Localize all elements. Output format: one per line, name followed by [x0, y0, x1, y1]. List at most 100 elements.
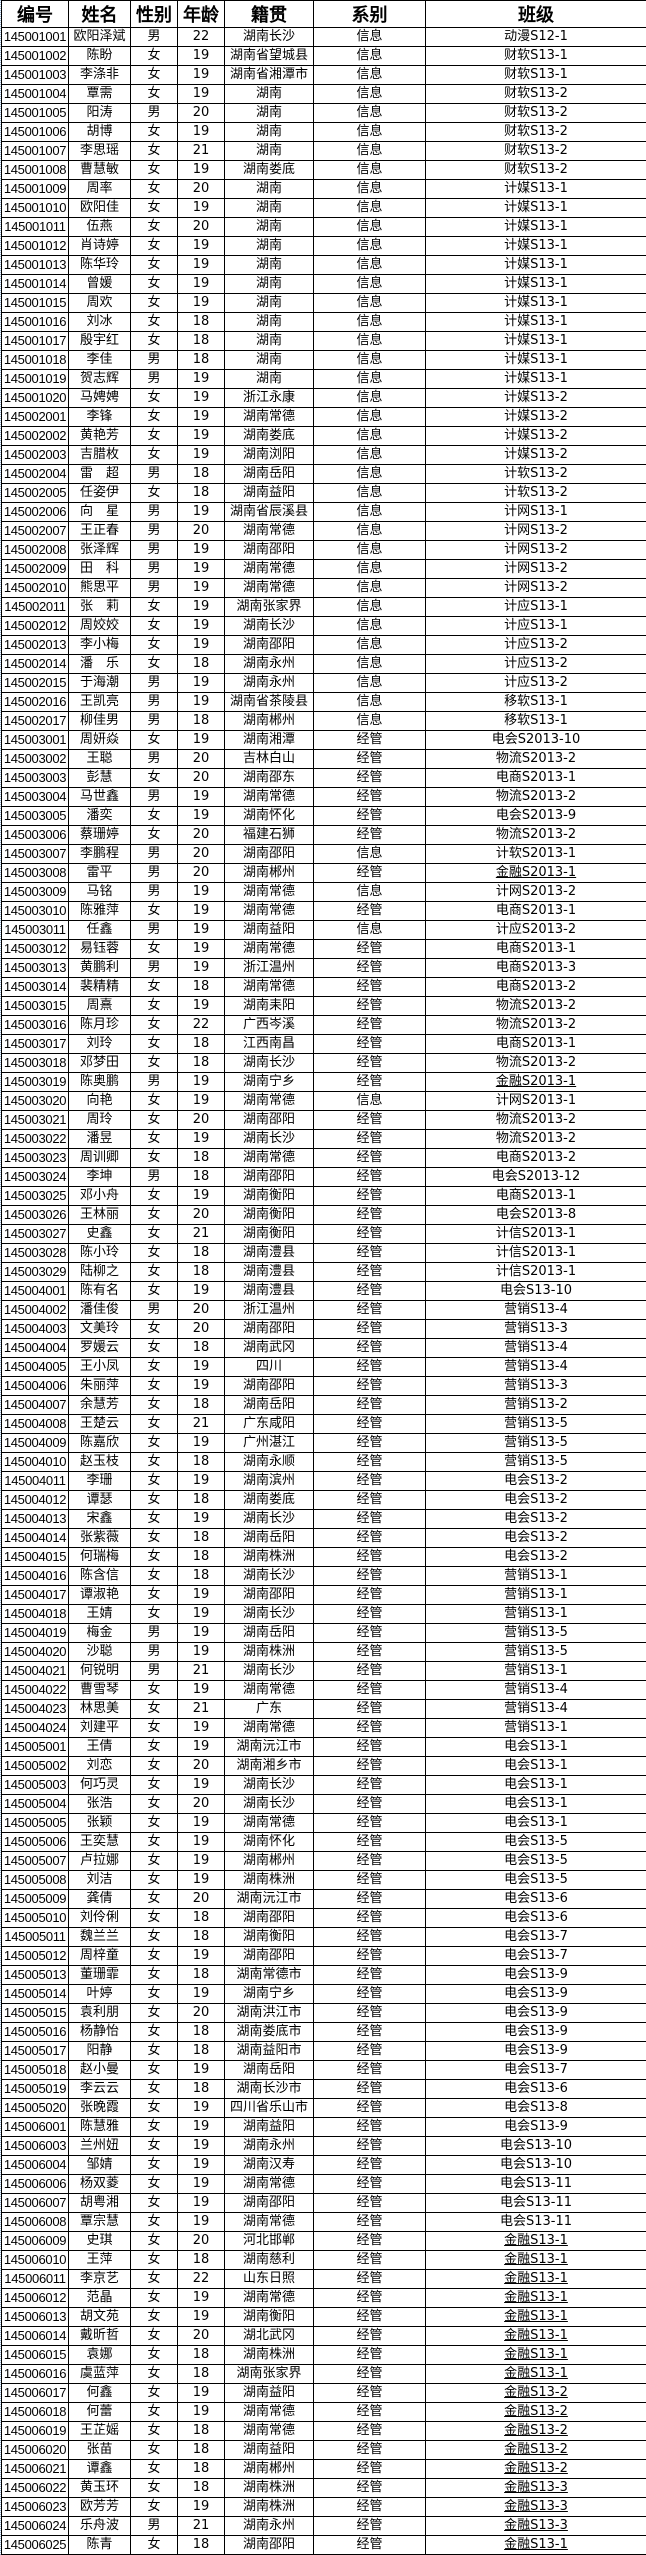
cell-name[interactable]: 熊思平: [68, 578, 131, 598]
cell-age[interactable]: 19: [177, 502, 225, 522]
cell-name[interactable]: 欧阳泽斌: [68, 27, 131, 47]
cell-id[interactable]: 145002003: [1, 445, 69, 465]
cell-id[interactable]: 145005004: [1, 1794, 69, 1814]
cell-origin[interactable]: 湖南益阳: [224, 2440, 314, 2460]
cell-sex[interactable]: 女: [130, 2326, 178, 2346]
cell-origin[interactable]: 广东: [224, 1699, 314, 1719]
cell-name[interactable]: 李涤非: [68, 65, 131, 85]
cell-origin[interactable]: 湖南邵东: [224, 768, 314, 788]
cell-name[interactable]: 李思瑶: [68, 141, 131, 161]
cell-sex[interactable]: 男: [130, 369, 178, 389]
cell-origin[interactable]: 湖南株洲: [224, 1547, 314, 1567]
cell-origin[interactable]: 湖南邵阳: [224, 844, 314, 864]
cell-age[interactable]: 18: [177, 1547, 225, 1567]
cell-name[interactable]: 周姣姣: [68, 616, 131, 636]
cell-department[interactable]: 经管: [313, 2003, 426, 2023]
cell-id[interactable]: 145003008: [1, 863, 69, 883]
cell-id[interactable]: 145002016: [1, 692, 69, 712]
cell-department[interactable]: 经管: [313, 1015, 426, 1035]
cell-id[interactable]: 145001009: [1, 179, 69, 199]
cell-sex[interactable]: 男: [130, 787, 178, 807]
cell-name[interactable]: 陈嘉欣: [68, 1433, 131, 1453]
header-name[interactable]: 姓名: [68, 0, 131, 28]
cell-age[interactable]: 19: [177, 1984, 225, 2004]
cell-name[interactable]: 史琪: [68, 2231, 131, 2251]
cell-id[interactable]: 145006020: [1, 2440, 69, 2460]
cell-sex[interactable]: 男: [130, 882, 178, 902]
cell-id[interactable]: 145001016: [1, 312, 69, 332]
cell-class[interactable]: 营销S13-5: [425, 1642, 646, 1662]
cell-sex[interactable]: 女: [130, 65, 178, 85]
cell-age[interactable]: 19: [177, 730, 225, 750]
cell-name[interactable]: 陈月珍: [68, 1015, 131, 1035]
cell-name[interactable]: 何锐明: [68, 1661, 131, 1681]
cell-sex[interactable]: 女: [130, 2269, 178, 2289]
cell-origin[interactable]: 湖南浏阳: [224, 445, 314, 465]
cell-name[interactable]: 张浩: [68, 1794, 131, 1814]
cell-origin[interactable]: 湖南常德市: [224, 1965, 314, 1985]
cell-age[interactable]: 19: [177, 958, 225, 978]
cell-name[interactable]: 殷宇红: [68, 331, 131, 351]
cell-sex[interactable]: 女: [130, 2459, 178, 2479]
cell-age[interactable]: 20: [177, 1889, 225, 1909]
cell-origin[interactable]: 湖南常德: [224, 1680, 314, 1700]
cell-department[interactable]: 经管: [313, 1870, 426, 1890]
cell-sex[interactable]: 女: [130, 236, 178, 256]
cell-origin[interactable]: 湖南衡阳: [224, 2307, 314, 2327]
cell-class[interactable]: 营销S13-1: [425, 1585, 646, 1605]
cell-name[interactable]: 文美玲: [68, 1319, 131, 1339]
cell-class[interactable]: 计网S13-2: [425, 521, 646, 541]
cell-age[interactable]: 22: [177, 27, 225, 47]
cell-sex[interactable]: 女: [130, 274, 178, 294]
cell-id[interactable]: 145004019: [1, 1623, 69, 1643]
cell-sex[interactable]: 女: [130, 2478, 178, 2498]
cell-age[interactable]: 18: [177, 2364, 225, 2384]
cell-sex[interactable]: 女: [130, 179, 178, 199]
cell-class[interactable]: 营销S13-4: [425, 1300, 646, 1320]
cell-sex[interactable]: 男: [130, 673, 178, 693]
cell-age[interactable]: 19: [177, 2288, 225, 2308]
cell-sex[interactable]: 女: [130, 635, 178, 655]
cell-age[interactable]: 18: [177, 1167, 225, 1187]
cell-sex[interactable]: 女: [130, 198, 178, 218]
cell-sex[interactable]: 男: [130, 863, 178, 883]
cell-class[interactable]: 金融S13-2: [425, 2440, 646, 2460]
cell-department[interactable]: 信息: [313, 141, 426, 161]
cell-department[interactable]: 信息: [313, 502, 426, 522]
cell-age[interactable]: 19: [177, 2117, 225, 2137]
cell-origin[interactable]: 湖南: [224, 274, 314, 294]
cell-sex[interactable]: 男: [130, 749, 178, 769]
cell-id[interactable]: 145004022: [1, 1680, 69, 1700]
cell-name[interactable]: 刘恋: [68, 1756, 131, 1776]
cell-name[interactable]: 赵玉枝: [68, 1452, 131, 1472]
cell-sex[interactable]: 女: [130, 2022, 178, 2042]
cell-sex[interactable]: 女: [130, 2440, 178, 2460]
cell-department[interactable]: 信息: [313, 673, 426, 693]
cell-class[interactable]: 电会S13-10: [425, 2155, 646, 2175]
cell-class[interactable]: 电商S2013-2: [425, 977, 646, 997]
cell-age[interactable]: 18: [177, 2478, 225, 2498]
cell-name[interactable]: 阳涛: [68, 103, 131, 123]
cell-sex[interactable]: 女: [130, 1509, 178, 1529]
cell-origin[interactable]: 湖南郴州: [224, 711, 314, 731]
cell-id[interactable]: 145003012: [1, 939, 69, 959]
cell-id[interactable]: 145005019: [1, 2079, 69, 2099]
cell-age[interactable]: 19: [177, 806, 225, 826]
cell-class[interactable]: 营销S13-1: [425, 1661, 646, 1681]
cell-age[interactable]: 19: [177, 160, 225, 180]
cell-class[interactable]: 计信S2013-1: [425, 1262, 646, 1282]
cell-sex[interactable]: 女: [130, 1376, 178, 1396]
cell-name[interactable]: 陈奥鹏: [68, 1072, 131, 1092]
cell-name[interactable]: 虞蓝萍: [68, 2364, 131, 2384]
cell-origin[interactable]: 湖南省辰溪县: [224, 502, 314, 522]
cell-class[interactable]: 电会S13-1: [425, 1813, 646, 1833]
cell-sex[interactable]: 女: [130, 1908, 178, 1928]
cell-origin[interactable]: 湖南耒阳: [224, 996, 314, 1016]
cell-sex[interactable]: 女: [130, 1547, 178, 1567]
cell-name[interactable]: 叶婷: [68, 1984, 131, 2004]
cell-class[interactable]: 金融S13-3: [425, 2478, 646, 2498]
cell-name[interactable]: 覃宗慧: [68, 2212, 131, 2232]
cell-class[interactable]: 电商S2013-2: [425, 1148, 646, 1168]
cell-class[interactable]: 物流S2013-2: [425, 1110, 646, 1130]
cell-department[interactable]: 经管: [313, 2060, 426, 2080]
